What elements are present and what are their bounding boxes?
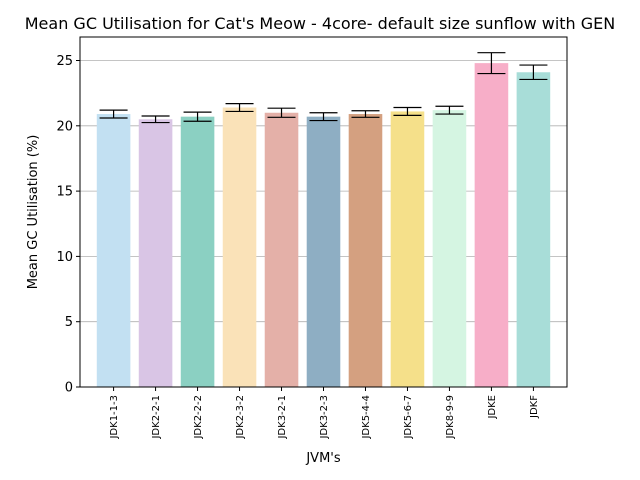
x-tick-label: JDKE (487, 395, 498, 420)
bar (348, 114, 383, 387)
x-tick-label: JDK2-2-2 (193, 395, 204, 440)
bar (306, 116, 341, 387)
x-tick-label: JDK2-3-2 (235, 395, 246, 440)
y-axis: 0 5 10 15 20 25 (56, 54, 80, 396)
y-tick-label: 0 (65, 381, 73, 396)
bar (390, 111, 425, 387)
x-tick-label: JDK3-2-1 (277, 395, 288, 440)
x-tick-label: JDK2-2-1 (151, 395, 162, 440)
bar (516, 72, 551, 387)
x-tick-label: JDK5-4-4 (361, 395, 372, 440)
x-tick-label: JDK5-6-7 (403, 395, 414, 440)
error-bars (99, 52, 548, 124)
x-axis: JDK1-1-3 JDK2-2-1 JDK2-2-2 JDK2-3-2 JDK3-2-1… (109, 387, 540, 440)
y-tick-label: 10 (56, 250, 73, 265)
y-tick-label: 5 (65, 315, 73, 330)
bar (264, 112, 299, 387)
x-tick-label: JDK8-9-9 (445, 395, 456, 440)
x-tick-label: JDK3-2-3 (319, 395, 330, 440)
bar (138, 119, 173, 387)
y-tick-label: 15 (56, 185, 73, 200)
chart-title: Mean GC Utilisation for Cat's Meow - 4co… (25, 14, 616, 33)
bar (180, 116, 215, 387)
bar (474, 63, 509, 387)
y-axis-title: Mean GC Utilisation (%) (26, 135, 41, 290)
y-tick-label: 25 (56, 54, 73, 69)
bars (96, 63, 551, 387)
x-axis-title: JVM's (305, 451, 341, 466)
bar (96, 114, 131, 387)
x-tick-label: JDK1-1-3 (109, 395, 120, 440)
y-tick-label: 20 (56, 119, 73, 134)
x-tick-label: JDKF (529, 395, 540, 419)
bar (432, 110, 467, 387)
bar (222, 107, 257, 387)
